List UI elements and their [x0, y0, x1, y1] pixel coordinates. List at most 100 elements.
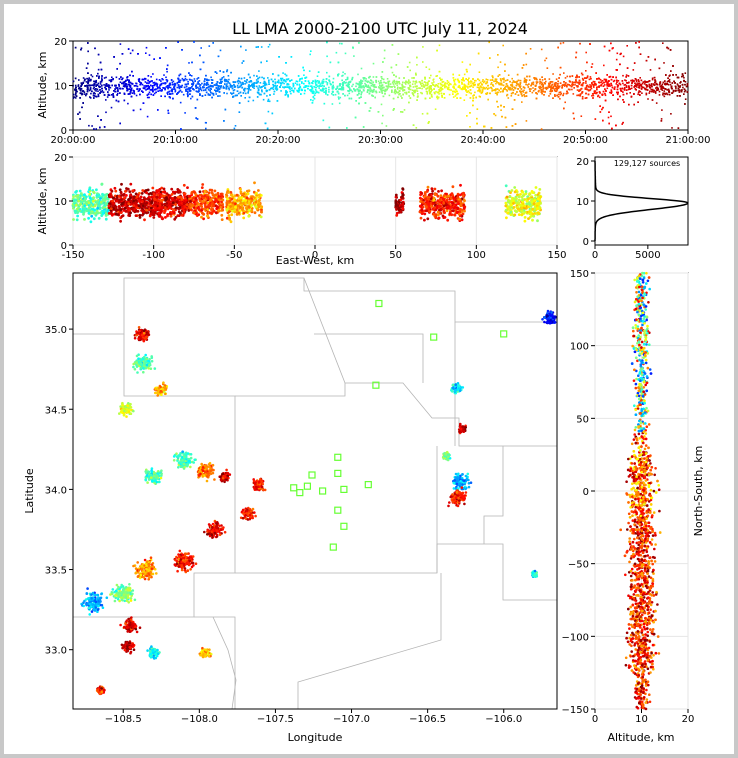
source-point	[359, 85, 361, 88]
source-point	[390, 86, 392, 88]
source-point	[283, 82, 285, 85]
source-point	[139, 108, 142, 111]
source-point	[470, 92, 472, 95]
source-point	[423, 86, 426, 88]
source-point	[669, 81, 671, 83]
source-point	[211, 79, 214, 81]
source-point	[217, 87, 219, 89]
source-point	[490, 83, 492, 86]
source-point	[397, 53, 400, 55]
source-point	[204, 94, 207, 96]
source-point	[382, 114, 384, 117]
source-point	[686, 91, 689, 93]
source-point	[88, 84, 90, 86]
source-point	[368, 92, 371, 95]
source-point	[222, 71, 225, 73]
source-point	[193, 78, 196, 80]
source-point	[667, 77, 669, 79]
source-point	[78, 86, 81, 89]
source-point	[397, 96, 399, 99]
source-point	[540, 91, 543, 93]
source-point	[661, 87, 663, 89]
source-point	[95, 85, 97, 87]
source-point	[166, 64, 169, 67]
source-point	[91, 75, 94, 78]
source-point	[555, 82, 557, 84]
source-point	[82, 82, 84, 84]
source-point	[165, 47, 167, 49]
source-point	[544, 87, 546, 89]
source-point	[169, 86, 172, 89]
source-point	[507, 88, 510, 90]
source-point	[213, 84, 216, 86]
source-point	[675, 74, 677, 76]
source-point	[456, 90, 458, 93]
source-point	[102, 91, 105, 94]
source-point	[555, 86, 557, 88]
source-point	[264, 122, 267, 125]
source-point	[147, 75, 150, 77]
source-point	[513, 99, 516, 101]
source-point	[322, 78, 325, 81]
source-point	[228, 87, 230, 89]
source-point	[598, 91, 601, 93]
source-point	[81, 93, 84, 95]
source-point	[630, 79, 632, 82]
source-point	[209, 90, 211, 92]
source-point	[479, 90, 481, 93]
source-point	[307, 85, 310, 87]
source-point	[638, 41, 640, 43]
source-point	[94, 47, 96, 50]
source-point	[80, 90, 82, 92]
source-point	[469, 97, 472, 99]
source-point	[627, 75, 630, 77]
source-point	[392, 97, 395, 100]
source-point	[348, 90, 350, 92]
source-point	[656, 89, 659, 91]
source-point	[123, 84, 126, 87]
source-point	[287, 83, 290, 86]
source-point	[511, 108, 514, 110]
source-point	[401, 83, 403, 86]
source-point	[504, 79, 507, 82]
source-point	[552, 85, 555, 88]
source-point	[585, 70, 587, 72]
source-point	[601, 108, 603, 111]
source-point	[542, 89, 544, 91]
source-point	[575, 76, 577, 79]
source-point	[165, 86, 168, 88]
source-point	[415, 127, 418, 129]
source-point	[253, 85, 256, 87]
source-point	[646, 81, 649, 83]
source-point	[342, 83, 344, 86]
source-point	[140, 82, 142, 84]
source-point	[489, 92, 491, 95]
source-point	[653, 91, 655, 93]
source-point	[193, 89, 195, 91]
source-point	[414, 91, 416, 93]
source-point	[101, 90, 104, 92]
source-point	[562, 92, 565, 95]
source-point	[358, 83, 361, 86]
source-point	[91, 125, 93, 127]
source-point	[351, 85, 353, 88]
source-point	[87, 62, 89, 65]
source-point	[628, 103, 630, 106]
source-point	[411, 83, 414, 85]
source-point	[315, 86, 317, 89]
source-point	[148, 91, 151, 94]
source-point	[97, 93, 100, 96]
source-point	[581, 83, 584, 85]
source-point	[454, 82, 456, 85]
source-point	[77, 85, 79, 87]
source-point	[494, 78, 497, 80]
source-point	[273, 85, 275, 87]
source-point	[303, 82, 305, 85]
source-point	[603, 45, 606, 48]
source-point	[416, 96, 419, 98]
source-point	[197, 91, 200, 93]
source-point	[117, 100, 120, 103]
source-point	[318, 82, 321, 84]
source-point	[147, 87, 149, 90]
source-point	[483, 81, 485, 84]
